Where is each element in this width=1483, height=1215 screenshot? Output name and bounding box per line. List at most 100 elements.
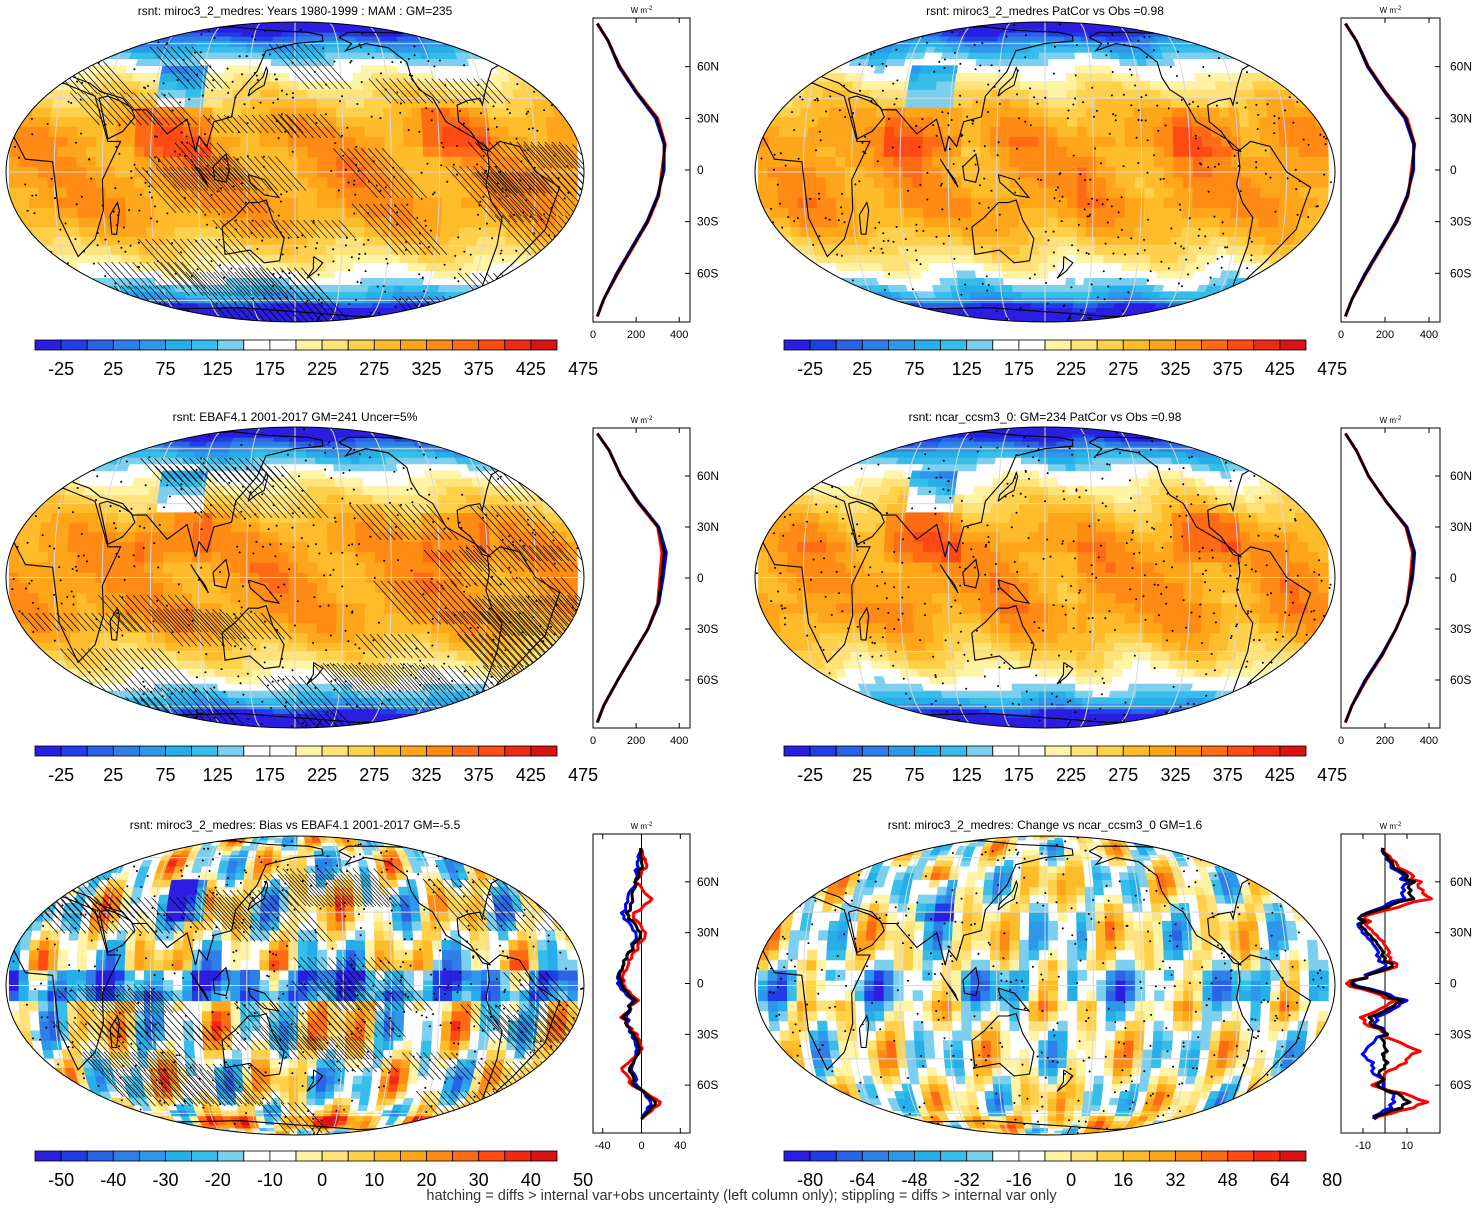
colorbar-swatch bbox=[112, 745, 140, 757]
footer-caption: hatching = diffs > internal var+obs unce… bbox=[426, 1188, 1057, 1204]
colorbar-tick-label: 325 bbox=[411, 765, 441, 785]
colorbar-swatch bbox=[399, 745, 427, 757]
colorbar-tick-label: 0 bbox=[317, 1170, 327, 1190]
colorbar-tick-label: -25 bbox=[48, 765, 74, 785]
colorbar-swatch bbox=[1070, 745, 1098, 757]
colorbar-swatch bbox=[1122, 745, 1150, 757]
zonal-lat-tick: 60S bbox=[697, 1078, 718, 1092]
colorbar-tick-label: 40 bbox=[521, 1170, 541, 1190]
panel-1: rsnt: miroc3_2_medres: Years 1980-1999 :… bbox=[5, 4, 719, 379]
colorbar: -50 -40 -30 -20 -10 0 10 20 30 40 50 bbox=[34, 1150, 593, 1190]
colorbar-swatch bbox=[1175, 1150, 1203, 1162]
zonal-value-tick: 200 bbox=[627, 329, 645, 341]
colorbar-swatch bbox=[399, 1150, 427, 1162]
colorbar-swatch bbox=[373, 1150, 401, 1162]
zonal-lat-tick: 30S bbox=[1450, 1027, 1471, 1041]
colorbar-swatch bbox=[1253, 1150, 1281, 1162]
colorbar-swatch bbox=[914, 1150, 942, 1162]
colorbar-tick-label: 125 bbox=[952, 765, 982, 785]
colorbar-tick-label: 75 bbox=[904, 359, 924, 379]
colorbar-swatch bbox=[86, 1150, 114, 1162]
zonal-value-tick: 10 bbox=[1401, 1140, 1413, 1152]
colorbar-tick-label: 325 bbox=[1160, 359, 1190, 379]
colorbar-swatch bbox=[86, 745, 114, 757]
colorbar-tick-label: 375 bbox=[1213, 765, 1243, 785]
zonal-lat-tick: 30S bbox=[1450, 622, 1471, 636]
zonal-value-tick: -10 bbox=[1355, 1140, 1371, 1152]
zonal-line-mean bbox=[596, 22, 666, 317]
zonal-line-mean bbox=[596, 432, 666, 723]
panel-6: rsnt: miroc3_2_medres: Change vs ncar_cc… bbox=[754, 818, 1472, 1190]
colorbar-tick-label: -40 bbox=[100, 1170, 126, 1190]
zonal-unit-label: W m-2 bbox=[1380, 822, 1402, 831]
colorbar: -25 25 75 125 175 225 275 325 375 425 475 bbox=[34, 745, 598, 785]
zonal-value-tick: 200 bbox=[1376, 329, 1394, 341]
map-border bbox=[754, 21, 1336, 323]
colorbar-swatch bbox=[191, 745, 219, 757]
colorbar-swatch bbox=[269, 339, 297, 351]
zonal-mean-plot: W m-2 60N 30N 0 30S 60S 0 200 400 bbox=[1338, 416, 1472, 747]
colorbar-swatch bbox=[60, 1150, 88, 1162]
colorbar-tick-label: -64 bbox=[849, 1170, 875, 1190]
zonal-lat-tick: 0 bbox=[1450, 977, 1457, 991]
colorbar-swatch bbox=[243, 339, 271, 351]
zonal-lat-tick: 60S bbox=[1450, 266, 1471, 280]
zonal-mean-plot: W m-2 60N 30N 0 30S 60S 0 200 400 bbox=[590, 6, 719, 341]
colorbar-swatch bbox=[530, 745, 558, 757]
zonal-lat-tick: 60S bbox=[1450, 1078, 1471, 1092]
zonal-mean-plot: W m-2 60N 30N 0 30S 60S -10 10 bbox=[1340, 822, 1472, 1152]
colorbar-tick-label: 75 bbox=[904, 765, 924, 785]
colorbar-swatch bbox=[992, 745, 1020, 757]
zonal-line-mean bbox=[617, 847, 657, 1120]
colorbar-swatch bbox=[1279, 1150, 1307, 1162]
zonal-lat-tick: 60S bbox=[697, 673, 718, 687]
zonal-value-tick: 0 bbox=[590, 329, 596, 341]
colorbar-swatch bbox=[426, 339, 454, 351]
map-field bbox=[755, 836, 1335, 1135]
colorbar-swatch bbox=[1227, 1150, 1255, 1162]
colorbar-swatch bbox=[269, 1150, 297, 1162]
colorbar-tick-label: -48 bbox=[901, 1170, 927, 1190]
colorbar-swatch bbox=[295, 745, 323, 757]
colorbar-swatch bbox=[138, 339, 166, 351]
colorbar-swatch bbox=[1070, 339, 1098, 351]
colorbar-tick-label: 125 bbox=[203, 359, 233, 379]
colorbar-swatch bbox=[966, 745, 994, 757]
zonal-lat-tick: 30N bbox=[1450, 520, 1472, 534]
zonal-line-model bbox=[1344, 432, 1417, 724]
colorbar-tick-label: 125 bbox=[203, 765, 233, 785]
zonal-lat-tick: 60N bbox=[1450, 875, 1472, 889]
zonal-lat-tick: 30S bbox=[1450, 215, 1471, 229]
colorbar-swatch bbox=[1044, 745, 1072, 757]
colorbar-tick-label: 225 bbox=[1056, 765, 1086, 785]
colorbar-tick-label: -32 bbox=[954, 1170, 980, 1190]
colorbar-swatch bbox=[1253, 745, 1281, 757]
colorbar-swatch bbox=[478, 1150, 506, 1162]
zonal-lat-tick: 30N bbox=[697, 926, 719, 940]
colorbar-swatch bbox=[295, 1150, 323, 1162]
colorbar-swatch bbox=[1175, 745, 1203, 757]
colorbar-swatch bbox=[399, 339, 427, 351]
colorbar-swatch bbox=[191, 339, 219, 351]
zonal-line-model bbox=[615, 847, 653, 1120]
colorbar-swatch bbox=[478, 339, 506, 351]
colorbar-tick-label: -80 bbox=[797, 1170, 823, 1190]
colorbar-swatch bbox=[504, 745, 532, 757]
colorbar-swatch bbox=[34, 745, 62, 757]
map-field bbox=[6, 836, 584, 1135]
colorbar-tick-label: 475 bbox=[568, 765, 598, 785]
colorbar-swatch bbox=[1018, 1150, 1046, 1162]
zonal-unit-label: W m-2 bbox=[631, 416, 653, 425]
colorbar-swatch bbox=[347, 745, 375, 757]
zonal-mean-plot: W m-2 60N 30N 0 30S 60S -40 0 40 bbox=[592, 822, 719, 1152]
colorbar-swatch bbox=[373, 339, 401, 351]
colorbar-swatch bbox=[1070, 1150, 1098, 1162]
zonal-line-mean bbox=[1344, 432, 1415, 723]
map-field bbox=[755, 22, 1335, 322]
colorbar-tick-label: 175 bbox=[255, 359, 285, 379]
colorbar-swatch bbox=[165, 339, 193, 351]
colorbar-swatch bbox=[504, 1150, 532, 1162]
colorbar-tick-label: 375 bbox=[1213, 359, 1243, 379]
colorbar-tick-label: 175 bbox=[255, 765, 285, 785]
colorbar-swatch bbox=[940, 745, 968, 757]
